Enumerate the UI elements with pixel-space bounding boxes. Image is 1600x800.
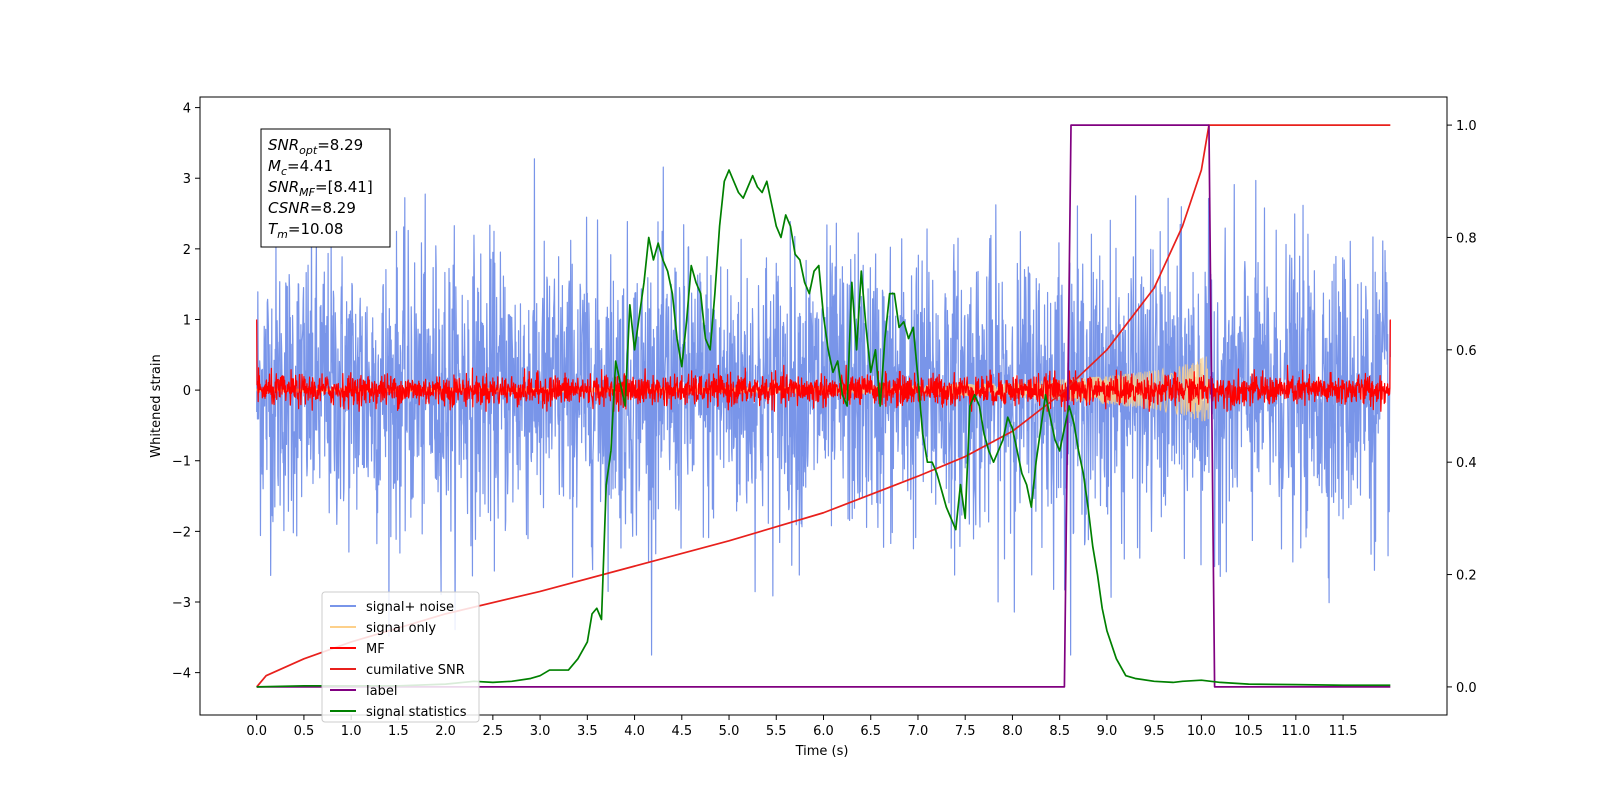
annotation-line: Tm=10.08 xyxy=(268,220,343,241)
series-line-label xyxy=(256,124,1391,688)
x-tick-label: 0.0 xyxy=(246,724,267,739)
x-tick-label: 7.5 xyxy=(955,724,976,739)
y-tick-label: −2 xyxy=(172,525,191,540)
annotation-line: Mc=4.41 xyxy=(268,157,333,178)
x-tick-label: 3.5 xyxy=(577,724,598,739)
y-tick-label: −3 xyxy=(172,596,191,611)
legend-label-signal-only: signal only xyxy=(366,621,436,636)
x-tick-label: 1.5 xyxy=(388,724,409,739)
x-tick-label: 7.0 xyxy=(908,724,929,739)
legend-label-signal-noise: signal+ noise xyxy=(366,600,454,615)
y-axis-left: 4 3 2 1 0 −1 −2 −3 −4 xyxy=(172,102,200,682)
y-tick-label: 4 xyxy=(183,102,191,117)
series-line-signal-statistics xyxy=(256,169,1391,688)
annotation-line: SNRMF=[8.41] xyxy=(268,178,373,199)
x-tick-label: 2.0 xyxy=(435,724,456,739)
y2-tick-label: 0.4 xyxy=(1456,456,1477,471)
legend-frame xyxy=(321,591,480,723)
x-tick-label: 4.5 xyxy=(671,724,692,739)
y2-tick-label: 0.8 xyxy=(1456,231,1477,246)
x-tick-label: 1.0 xyxy=(341,724,362,739)
x-tick-label: 5.5 xyxy=(766,724,787,739)
x-tick-label: 10.5 xyxy=(1234,724,1263,739)
legend-label-mf: MF xyxy=(366,642,385,657)
annotation-line: CSNR=8.29 xyxy=(268,199,356,217)
y-tick-label: −4 xyxy=(172,667,191,682)
x-tick-label: 3.0 xyxy=(530,724,551,739)
y-tick-label: 1 xyxy=(183,313,191,328)
x-tick-label: 5.0 xyxy=(719,724,740,739)
y-axis-right: 1.0 0.8 0.6 0.4 0.2 0.0 xyxy=(1447,119,1477,696)
series-line-mf xyxy=(256,319,1391,412)
y-tick-label: 0 xyxy=(183,384,191,399)
annotation-line: SNRopt=8.29 xyxy=(268,136,363,157)
x-tick-label: 11.5 xyxy=(1329,724,1358,739)
annotation-frame xyxy=(260,128,391,248)
y-tick-label: 3 xyxy=(183,172,191,187)
y-tick-label: 2 xyxy=(183,243,191,258)
x-tick-label: 6.5 xyxy=(860,724,881,739)
x-tick-label: 6.0 xyxy=(813,724,834,739)
x-tick-label: 4.0 xyxy=(624,724,645,739)
x-tick-label: 11.0 xyxy=(1281,724,1310,739)
x-axis-label: Time (s) xyxy=(795,744,849,759)
y-tick-label: −1 xyxy=(172,455,191,470)
legend-label-label: label xyxy=(366,684,397,699)
legend: signal+ noise signal only MF cumilative SNR… xyxy=(321,591,480,723)
x-tick-label: 8.0 xyxy=(1002,724,1023,739)
x-tick-label: 9.0 xyxy=(1097,724,1118,739)
y2-tick-label: 0.2 xyxy=(1456,569,1477,584)
legend-label-cumilative-snr: cumilative SNR xyxy=(366,663,465,678)
y-axis-label: Whitened strain xyxy=(149,354,164,457)
y2-tick-label: 0.6 xyxy=(1456,344,1477,359)
x-tick-label: 10.0 xyxy=(1187,724,1216,739)
y2-tick-label: 1.0 xyxy=(1456,119,1477,134)
x-axis: 0.0 0.5 1.0 1.5 2.0 2.5 3.0 3.5 4.0 4.5 5.0 5.5 6.0 6… xyxy=(246,715,1358,739)
y2-tick-label: 0.0 xyxy=(1456,681,1477,696)
legend-label-signal-statistics: signal statistics xyxy=(366,705,467,720)
x-tick-label: 9.5 xyxy=(1144,724,1165,739)
x-tick-label: 2.5 xyxy=(483,724,504,739)
x-tick-label: 8.5 xyxy=(1049,724,1070,739)
x-tick-label: 0.5 xyxy=(294,724,315,739)
